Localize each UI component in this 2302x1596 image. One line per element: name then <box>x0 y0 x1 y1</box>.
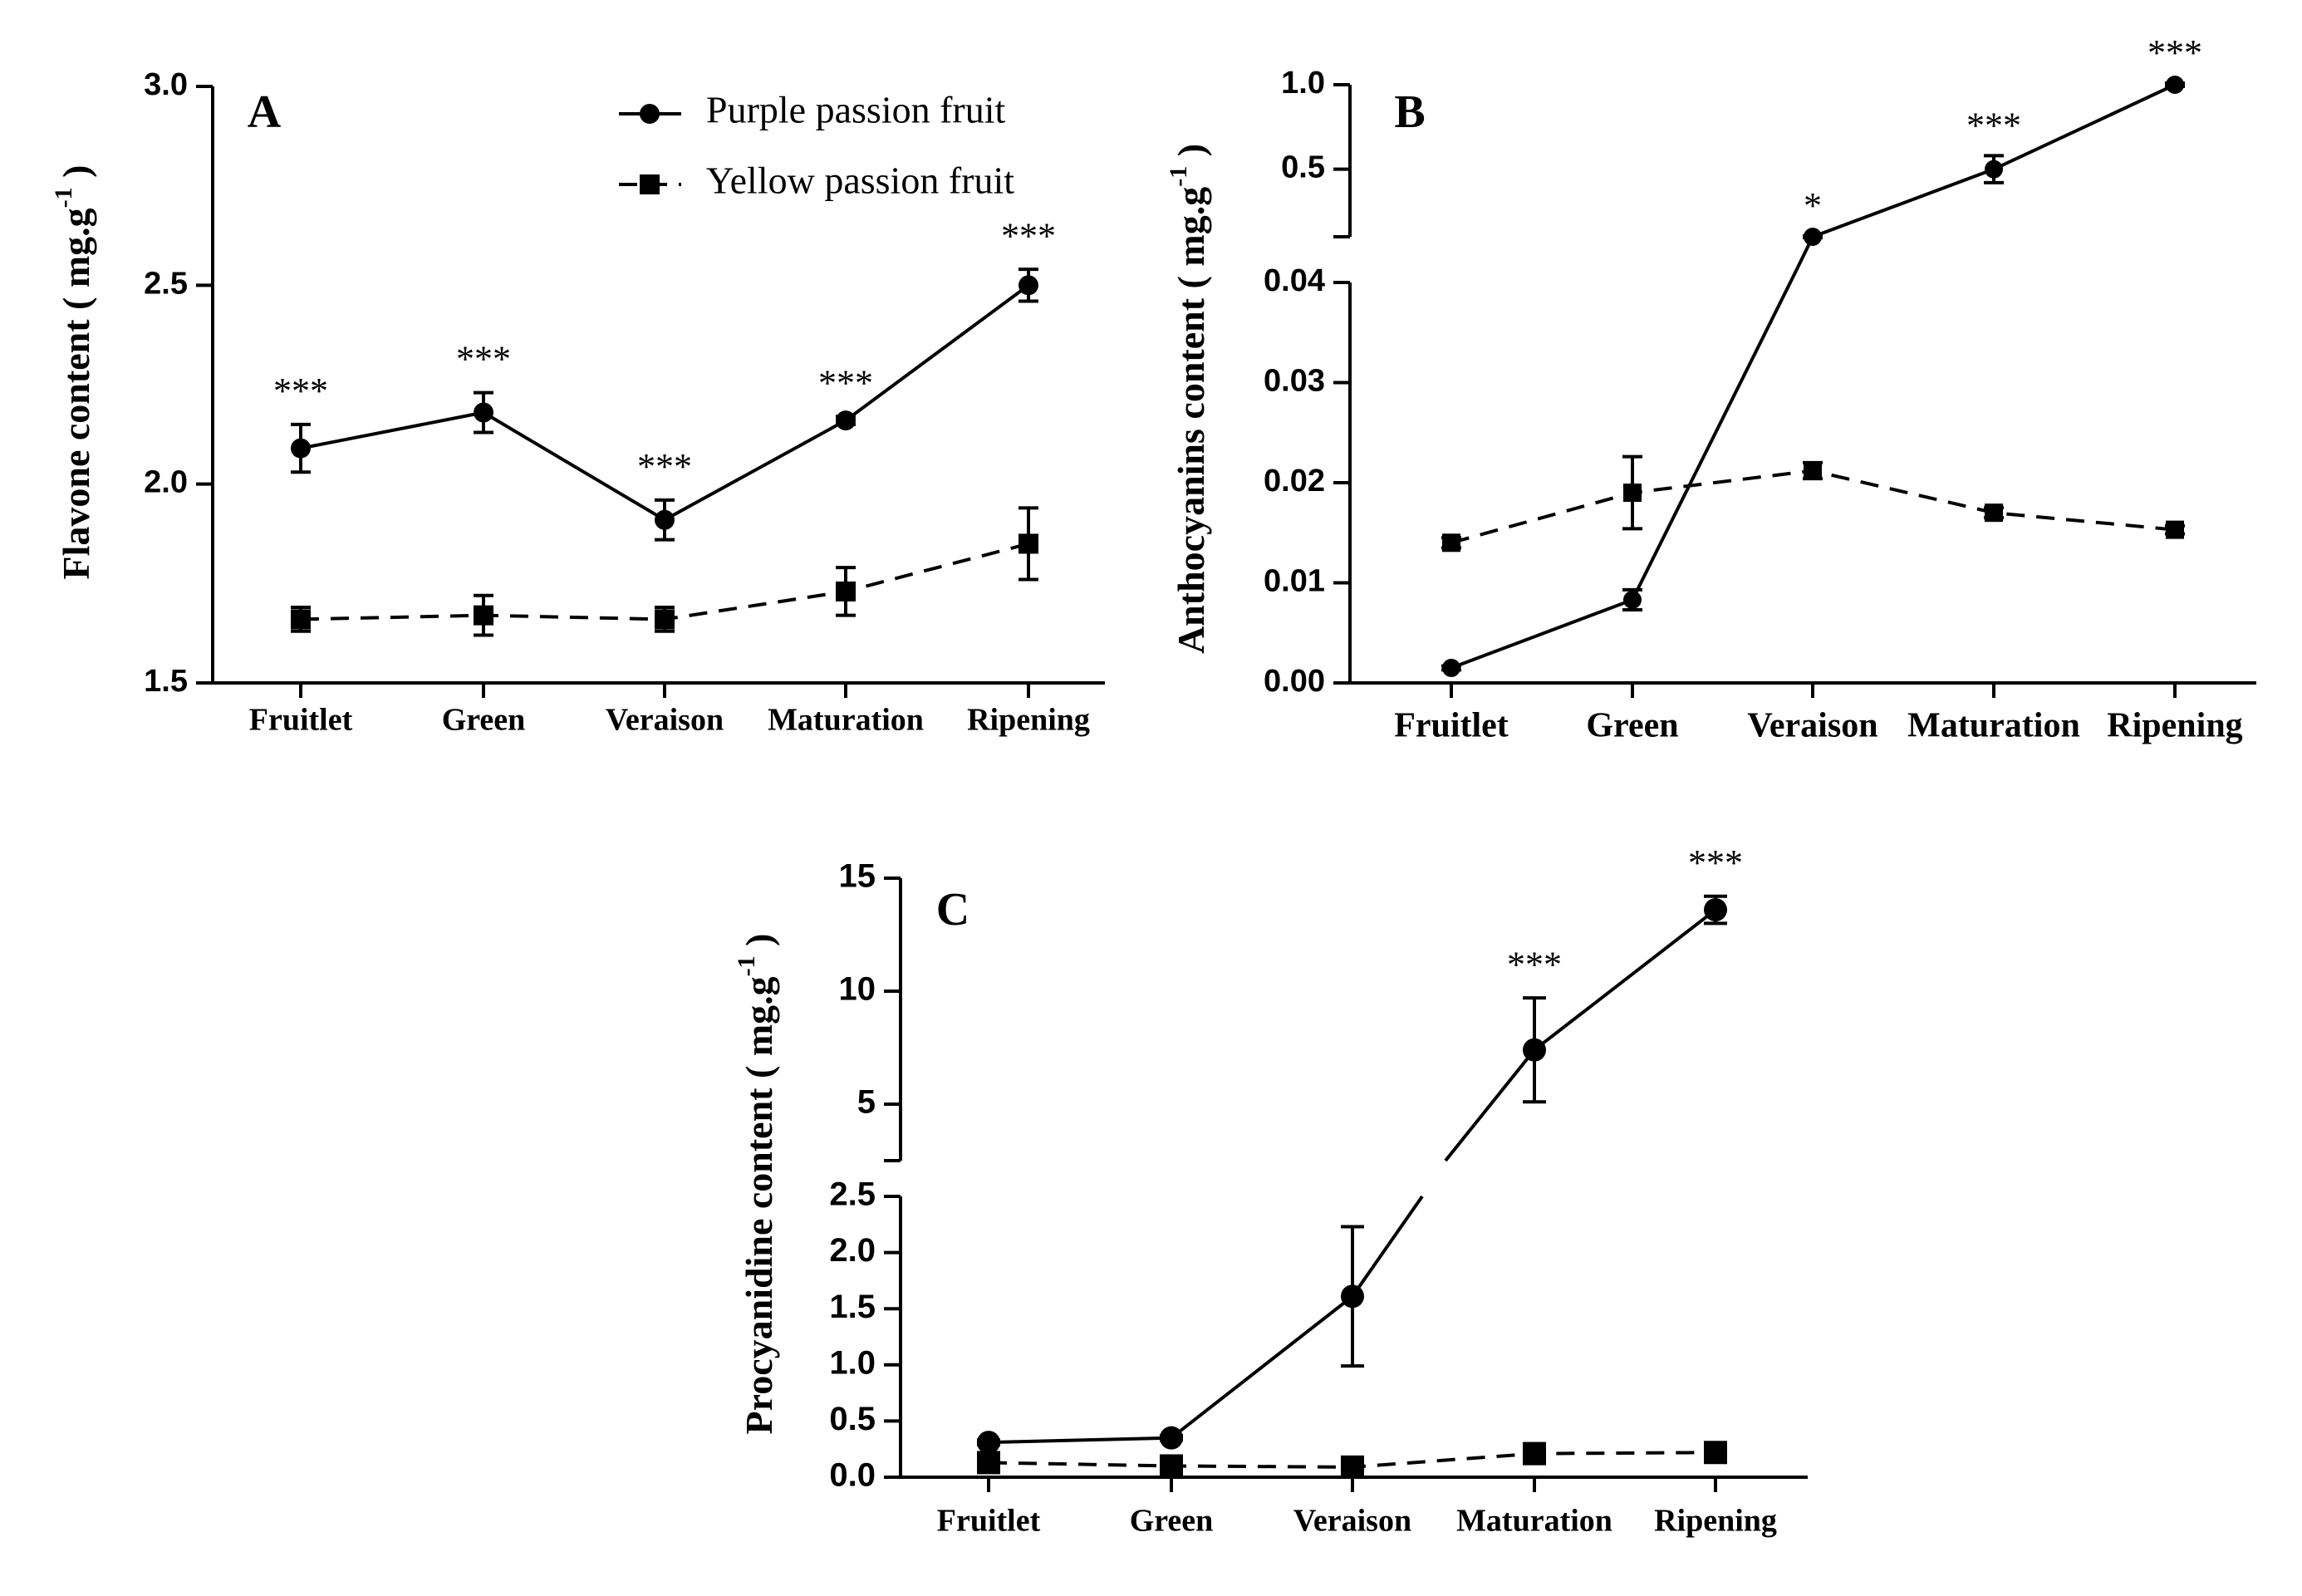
data-point-c <box>977 1431 1000 1455</box>
data-point-c <box>977 1451 1000 1475</box>
y-tick-label-a-2: 2.5 <box>144 266 188 301</box>
data-point-b <box>1623 484 1642 503</box>
panel-label-c: C <box>936 884 969 936</box>
data-point-a <box>291 609 311 630</box>
x-tick-label-a-1: Green <box>442 703 526 738</box>
data-point-b <box>2166 76 2184 94</box>
data-point-c <box>1341 1284 1364 1309</box>
y-tick-label-c-lower-0: 0.0 <box>829 1457 876 1494</box>
significance-label-a-2: *** <box>637 446 692 487</box>
y-tick-label-b-lower-0: 0.00 <box>1264 664 1325 699</box>
x-tick-label-c-4: Ripening <box>1654 1504 1777 1539</box>
series-line-c-purple <box>1444 908 1717 1162</box>
data-point-c <box>1704 898 1727 922</box>
series-lines-layer <box>300 83 2176 1469</box>
data-point-c <box>1160 1426 1183 1450</box>
data-point-b <box>1623 590 1642 609</box>
series-line-b-purple <box>1631 270 1798 601</box>
x-tick-label-a-2: Veraison <box>606 703 724 738</box>
legend-label-yellow: Yellow passion fruit <box>706 160 1014 202</box>
data-point-b <box>1985 503 2003 523</box>
x-tick-label-b-2: Veraison <box>1747 707 1877 745</box>
series-line-b-yellow <box>1450 469 2176 545</box>
series-line-b-purple <box>1450 598 1633 670</box>
data-point-a <box>836 581 856 602</box>
y-tick-label-a-0: 1.5 <box>144 664 188 699</box>
panel-label-a: A <box>248 86 282 138</box>
x-tick-label-b-0: Fruitlet <box>1394 707 1509 745</box>
y-tick-label-c-lower-1: 0.5 <box>829 1401 876 1437</box>
significance-label-a-4: *** <box>1001 215 1056 256</box>
significance-label-a-1: *** <box>456 339 511 380</box>
y-tick-label-b-upper-0: 0.5 <box>1281 150 1325 185</box>
y-axis-label-a: Flavone content ( mg.g-1 ) <box>50 165 96 580</box>
data-point-a <box>1018 275 1038 296</box>
significance-label-a-3: *** <box>818 362 873 403</box>
x-tick-label-b-3: Maturation <box>1907 707 2080 745</box>
significance-label-c-4: *** <box>1688 842 1743 883</box>
y-tick-label-a-1: 2.0 <box>144 465 188 500</box>
y-tick-label-b-lower-2: 0.02 <box>1264 464 1325 498</box>
significance-label-b-2: * <box>1804 185 1822 226</box>
legend-label-purple: Purple passion fruit <box>706 89 1006 131</box>
legend-marker-purple <box>640 104 660 124</box>
x-tick-label-b-4: Ripening <box>2107 707 2242 745</box>
x-tick-label-c-2: Veraison <box>1293 1504 1411 1539</box>
significance-label-a-0: *** <box>273 371 328 411</box>
x-tick-label-c-1: Green <box>1130 1504 1214 1539</box>
significance-label-b-4: *** <box>2147 32 2202 73</box>
data-marks-layer <box>291 76 2185 1479</box>
data-point-c <box>1523 1441 1546 1466</box>
data-point-c <box>1341 1455 1364 1479</box>
y-axis-label-b: Anthocyanins content ( mg.g-1 ) <box>1165 144 1211 654</box>
y-tick-label-c-upper-1: 10 <box>839 971 876 1008</box>
axes-layer <box>196 83 2256 1492</box>
panel-label-b: B <box>1394 86 1425 138</box>
data-point-a <box>836 410 856 431</box>
y-tick-label-b-lower-1: 0.01 <box>1264 564 1325 599</box>
x-tick-label-c-3: Maturation <box>1456 1504 1612 1539</box>
data-point-b <box>1442 533 1460 552</box>
y-tick-label-a-3: 3.0 <box>144 67 188 102</box>
data-point-b <box>2166 520 2184 539</box>
y-tick-label-c-lower-4: 2.0 <box>829 1232 876 1269</box>
legend-marker-yellow <box>640 174 660 194</box>
data-point-a <box>474 402 493 423</box>
data-point-c <box>1523 1038 1546 1062</box>
series-line-c-purple <box>988 1195 1424 1445</box>
y-axis-label-c: Procyanidine content ( mg.g-1 ) <box>733 934 779 1435</box>
y-tick-label-c-lower-2: 1.0 <box>829 1344 876 1381</box>
data-point-a <box>291 438 311 459</box>
x-tick-label-a-4: Ripening <box>967 703 1090 738</box>
data-point-b <box>1804 228 1822 246</box>
y-tick-label-b-upper-1: 1.0 <box>1281 66 1325 101</box>
data-point-b <box>1985 160 2003 179</box>
significance-label-b-3: *** <box>1966 105 2021 145</box>
data-point-a <box>655 509 675 530</box>
y-tick-label-b-lower-3: 0.03 <box>1264 364 1325 399</box>
data-point-c <box>1160 1454 1183 1478</box>
y-tick-label-c-upper-0: 5 <box>857 1084 876 1121</box>
data-point-b <box>1804 461 1822 480</box>
text-layer: 1.5 2.0 2.5 3.0 Fruitlet Green Veraison Maturat… <box>50 32 2242 1539</box>
y-tick-label-c-upper-2: 15 <box>839 858 876 895</box>
x-tick-label-a-0: Fruitlet <box>249 703 353 738</box>
y-tick-label-b-lower-4: 0.04 <box>1264 263 1325 298</box>
y-tick-label-c-lower-5: 2.5 <box>829 1176 876 1213</box>
data-point-a <box>474 605 493 626</box>
x-tick-label-a-3: Maturation <box>768 703 924 738</box>
data-point-a <box>1018 533 1038 554</box>
significance-label-c-3: *** <box>1507 944 1562 985</box>
data-point-a <box>655 609 675 630</box>
x-tick-label-c-0: Fruitlet <box>937 1504 1041 1539</box>
x-tick-label-b-1: Green <box>1586 707 1678 745</box>
data-point-c <box>1704 1441 1727 1465</box>
y-tick-label-c-lower-3: 1.5 <box>829 1289 876 1325</box>
data-point-b <box>1442 658 1460 677</box>
